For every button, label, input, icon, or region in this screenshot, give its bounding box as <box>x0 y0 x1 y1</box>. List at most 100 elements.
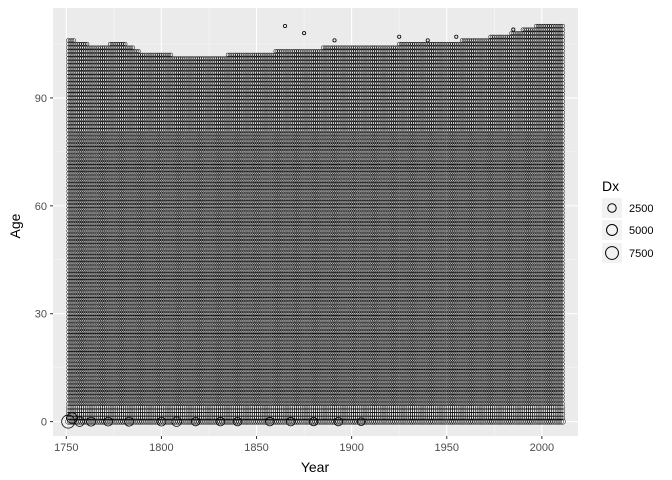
data-point <box>70 247 74 251</box>
data-point <box>66 254 71 259</box>
data-point <box>75 322 80 327</box>
data-point <box>65 408 71 414</box>
data-point <box>73 207 78 212</box>
data-point <box>75 272 80 277</box>
data-point <box>71 157 76 162</box>
data-point <box>73 239 78 244</box>
data-point <box>71 354 76 359</box>
data-point <box>68 261 73 266</box>
data-point <box>75 239 80 244</box>
data-point <box>68 286 73 291</box>
data-point <box>77 286 82 291</box>
data-point <box>68 254 73 259</box>
data-point <box>71 344 76 349</box>
data-point <box>77 322 82 327</box>
data-point <box>66 272 71 277</box>
data-point <box>68 239 73 244</box>
data-point <box>73 214 78 219</box>
data-point <box>70 160 74 165</box>
data-point <box>71 236 76 241</box>
data-point <box>66 185 71 190</box>
data-point <box>75 415 80 421</box>
data-point <box>71 372 76 377</box>
data-point <box>77 304 82 309</box>
data-point <box>73 218 78 223</box>
data-point <box>66 290 71 295</box>
data-point <box>71 387 76 392</box>
data-point <box>68 225 73 230</box>
data-point <box>77 387 82 392</box>
data-point <box>71 142 76 147</box>
data-point <box>73 282 78 287</box>
data-point <box>71 380 76 385</box>
data-point <box>71 250 76 255</box>
data-point <box>66 369 71 374</box>
data-point <box>66 351 71 356</box>
data-point <box>77 376 82 381</box>
data-point <box>70 221 74 226</box>
data-point <box>73 336 78 341</box>
data-point <box>73 347 78 352</box>
data-point <box>66 268 71 273</box>
data-point <box>68 272 73 277</box>
data-point <box>66 175 71 179</box>
data-point <box>73 225 78 230</box>
data-point <box>68 149 73 154</box>
data-point <box>73 308 78 313</box>
data-point <box>73 164 78 169</box>
data-point <box>70 236 74 241</box>
data-point <box>68 146 73 151</box>
data-point <box>70 290 74 295</box>
data-point <box>70 308 74 313</box>
data-point <box>68 268 73 273</box>
data-point <box>66 279 71 284</box>
data-point <box>68 229 73 233</box>
data-point <box>66 236 71 241</box>
data-point <box>77 344 82 349</box>
data-point <box>66 311 71 316</box>
data-point <box>75 254 80 259</box>
data-point <box>68 315 73 320</box>
data-point <box>73 318 78 323</box>
data-point <box>71 290 76 295</box>
data-point <box>71 257 76 262</box>
data-point <box>75 214 80 219</box>
data-point <box>70 200 74 205</box>
data-point <box>71 300 76 305</box>
data-point <box>70 380 74 385</box>
data-point <box>75 221 80 226</box>
data-point <box>68 211 73 215</box>
data-point <box>68 175 73 179</box>
data-point <box>73 412 79 417</box>
data-point <box>73 193 78 197</box>
data-point <box>66 189 71 194</box>
data-point <box>75 398 80 402</box>
data-point <box>70 398 74 402</box>
data-point <box>71 196 76 201</box>
data-point <box>75 365 80 370</box>
data-point <box>68 250 73 255</box>
data-point <box>68 318 73 323</box>
data-point <box>70 354 74 359</box>
data-point <box>66 178 71 183</box>
data-point <box>66 282 71 287</box>
data-point <box>77 315 82 320</box>
data-point <box>75 315 80 320</box>
data-point <box>75 290 80 295</box>
data-point <box>66 257 71 262</box>
data-point <box>68 182 73 187</box>
data-point <box>66 308 71 313</box>
data-point <box>77 293 82 298</box>
data-point <box>70 329 74 334</box>
data-point <box>70 193 74 197</box>
data-point <box>73 369 78 374</box>
data-point <box>73 211 78 215</box>
data-point <box>68 401 73 406</box>
data-point <box>68 311 73 316</box>
data-point <box>73 394 78 399</box>
data-point <box>66 318 71 323</box>
data-point <box>68 178 73 183</box>
data-point <box>75 308 80 313</box>
data-point <box>75 351 80 356</box>
data-point <box>70 178 74 183</box>
